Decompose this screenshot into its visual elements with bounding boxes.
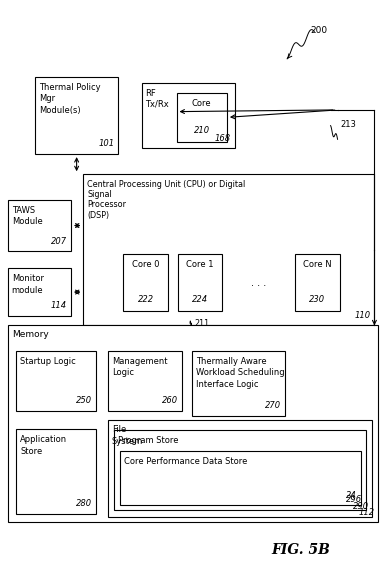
Text: 296: 296 [346, 495, 362, 504]
Bar [108, 420, 372, 517]
Bar [178, 254, 222, 311]
Bar [123, 254, 168, 311]
Bar [83, 174, 374, 325]
Text: 110: 110 [354, 311, 371, 320]
Text: (DSP): (DSP) [87, 211, 109, 220]
Text: Memory: Memory [12, 330, 48, 339]
Bar [16, 351, 96, 411]
Bar [192, 351, 285, 416]
Text: Thermal Policy
Mgr
Module(s): Thermal Policy Mgr Module(s) [39, 83, 100, 115]
Text: Core Performance Data Store: Core Performance Data Store [124, 457, 248, 466]
Bar [8, 325, 378, 522]
Text: 280: 280 [76, 499, 92, 508]
Text: Core 0: Core 0 [132, 260, 159, 269]
Text: Core: Core [192, 99, 211, 108]
Text: 290: 290 [352, 502, 369, 511]
Text: 24: 24 [346, 490, 357, 500]
Text: Program Store: Program Store [118, 436, 179, 445]
Text: 213: 213 [341, 120, 357, 129]
Text: 210: 210 [194, 126, 210, 135]
Text: Application
Store: Application Store [20, 435, 67, 456]
Bar [114, 430, 366, 510]
Text: Thermally Aware
Workload Scheduling
Interface Logic: Thermally Aware Workload Scheduling Inte… [196, 357, 284, 389]
Text: File
System: File System [112, 425, 143, 446]
Text: FIG. 5B: FIG. 5B [272, 542, 331, 557]
Text: 230: 230 [309, 295, 325, 304]
Text: 224: 224 [192, 295, 208, 304]
Text: Central Processing Unit (CPU) or Digital: Central Processing Unit (CPU) or Digital [87, 180, 246, 189]
Bar [120, 451, 361, 505]
Text: Management
Logic: Management Logic [112, 357, 167, 377]
Text: Startup Logic: Startup Logic [20, 357, 76, 366]
Text: Core 1: Core 1 [186, 260, 214, 269]
Text: . . .: . . . [251, 278, 266, 288]
Bar [35, 77, 118, 154]
Text: Monitor
module: Monitor module [12, 274, 43, 295]
Text: 211: 211 [194, 319, 210, 328]
Text: Core N: Core N [303, 260, 331, 269]
Text: Signal: Signal [87, 190, 112, 199]
Text: 200: 200 [310, 26, 327, 35]
Bar [295, 254, 340, 311]
Text: 270: 270 [265, 401, 281, 410]
Text: 250: 250 [76, 396, 92, 405]
Bar [8, 200, 71, 251]
Bar [177, 93, 227, 142]
Bar [108, 351, 182, 411]
Text: 207: 207 [51, 236, 67, 246]
Text: 260: 260 [161, 396, 178, 405]
Text: TAWS
Module: TAWS Module [12, 206, 42, 226]
Bar [142, 83, 235, 148]
Text: 112: 112 [358, 508, 374, 517]
Text: RF
Tx/Rx: RF Tx/Rx [146, 89, 169, 109]
Bar [16, 429, 96, 514]
Text: 168: 168 [215, 134, 231, 143]
Text: 101: 101 [98, 139, 114, 148]
Text: Processor: Processor [87, 200, 126, 210]
Bar [8, 268, 71, 316]
Text: 222: 222 [138, 295, 154, 304]
Text: 114: 114 [51, 301, 67, 310]
